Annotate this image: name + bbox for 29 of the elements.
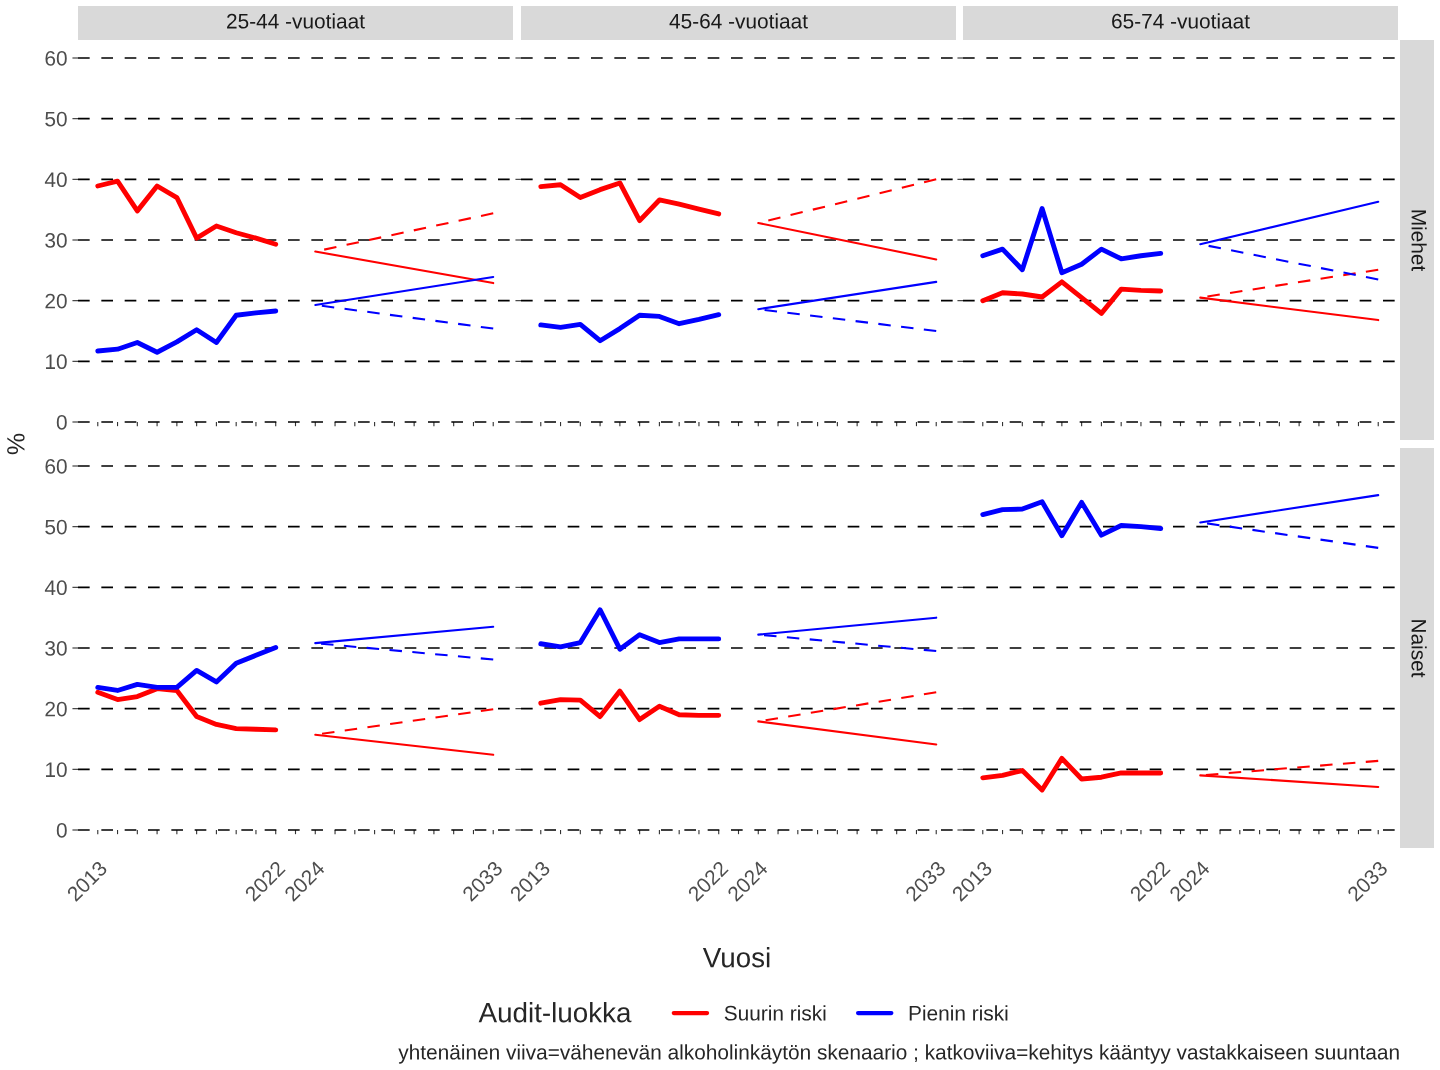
y-tick-label: 0 xyxy=(56,415,67,430)
y-tick-label: 10 xyxy=(46,354,67,370)
y-axis-title: % xyxy=(7,433,25,455)
y-tick-label: 40 xyxy=(44,580,67,596)
y-tick-label: 30 xyxy=(45,641,67,656)
y-tick-label: 50 xyxy=(45,111,67,127)
y-tick-label: 50 xyxy=(45,519,67,535)
y2-axis-title: Miehet xyxy=(1411,210,1427,272)
legend-label: Pienin riski xyxy=(909,1005,1008,1021)
line-series xyxy=(95,686,279,733)
y-tick-label: 40 xyxy=(44,172,67,188)
y-tick-label: 60 xyxy=(45,51,67,66)
legend-title: Audit-luokka xyxy=(478,1002,632,1023)
y-tick-label: 20 xyxy=(45,701,67,717)
y-tick-label: 30 xyxy=(45,233,67,248)
line-series xyxy=(95,308,279,355)
x-axis-title: Vuosi xyxy=(702,947,770,968)
y-tick-label: 20 xyxy=(45,293,67,309)
y-tick-label: 0 xyxy=(56,823,67,838)
chart-title: 65-74 -vuotiaat xyxy=(1112,13,1250,29)
y-tick-label: 60 xyxy=(45,459,67,474)
legend-label: Suurin riski xyxy=(724,1005,826,1021)
y2-axis-title: Naiset xyxy=(1411,620,1427,678)
line-series xyxy=(95,644,279,693)
chart-title: 25-44 -vuotiaat xyxy=(227,13,365,29)
text: yhtenäinen viiva=vähenevän alkoholinkäytön skenaario ; katkoviiva=kehitys kääntyy vastakkaiseen suuntaan xyxy=(398,1044,1399,1064)
chart-title: 45-64 -vuotiaat xyxy=(669,13,808,29)
y-tick-label: 10 xyxy=(46,762,67,778)
line-series xyxy=(95,178,279,247)
